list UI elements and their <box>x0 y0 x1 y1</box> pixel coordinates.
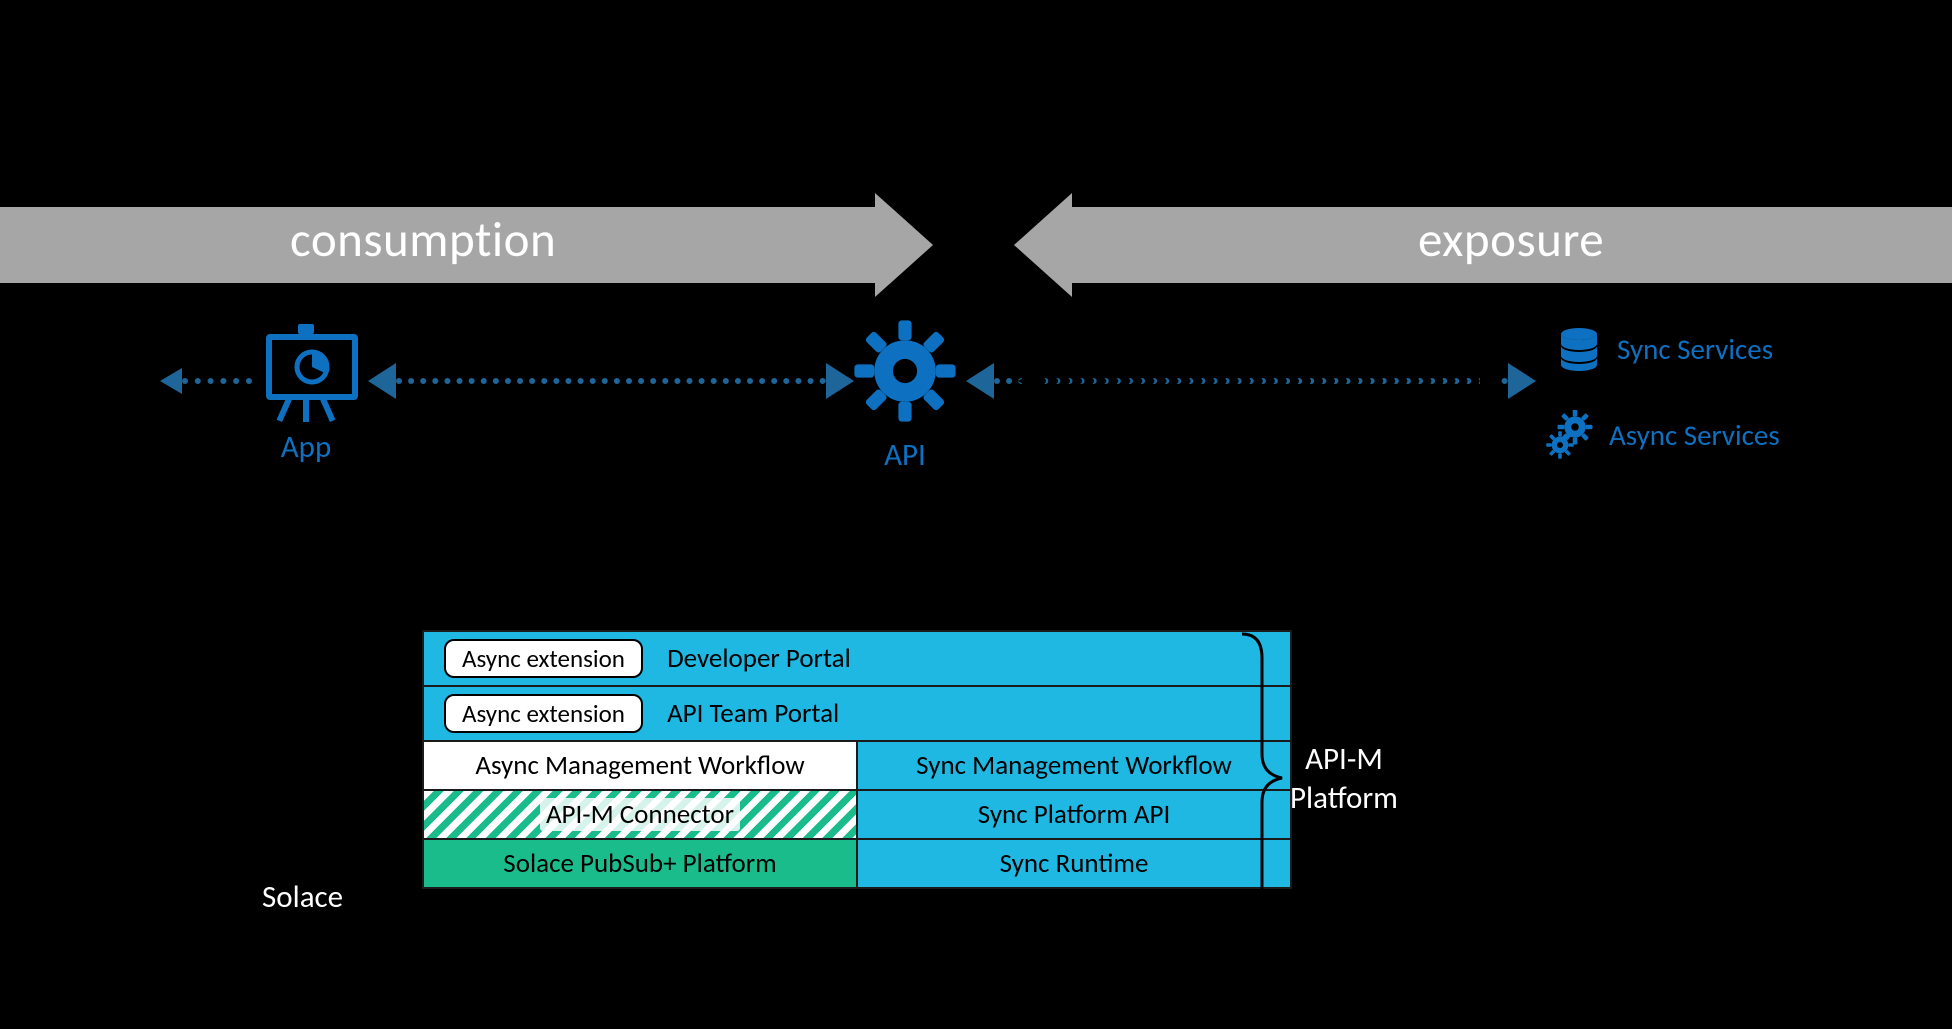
left-brace-icon <box>368 838 418 962</box>
arrow-app-left <box>368 363 396 399</box>
right-brace-icon <box>1236 630 1286 926</box>
gear-icon <box>850 316 960 426</box>
table-row: API-M Connector Sync Platform API <box>423 790 1291 839</box>
gears-icon <box>1545 410 1595 460</box>
exposure-label: exposure <box>1418 210 1604 270</box>
sync-runtime-cell: Sync Runtime <box>857 839 1291 888</box>
app-label: App <box>281 428 332 466</box>
solace-platform-cell: Solace PubSub+ Platform <box>423 839 857 888</box>
async-services-label: Async Services <box>1609 417 1780 453</box>
table-row: Async extension API Team Portal <box>423 686 1291 741</box>
sync-mgmt-workflow-cell: Sync Management Workflow <box>857 741 1291 790</box>
table-row: Solace PubSub+ Platform Sync Runtime <box>423 839 1291 888</box>
apim-platform-label: API-M Platform <box>1290 740 1398 818</box>
consumption-label: consumption <box>290 210 556 270</box>
connector-edge-app <box>182 378 252 384</box>
cylinder-icon <box>1555 325 1603 373</box>
api-node: API <box>850 316 960 474</box>
apim-connector-cell: API-M Connector <box>423 790 857 839</box>
table-row: Async Management Workflow Sync Managemen… <box>423 741 1291 790</box>
connector-app-api <box>396 378 826 384</box>
presentation-icon <box>260 326 352 418</box>
arrow-services-blue <box>1508 363 1536 399</box>
async-extension-pill: Async extension <box>444 639 643 678</box>
consumption-arrowhead <box>875 193 933 297</box>
app-node: App <box>260 326 352 466</box>
sync-platform-api-cell: Sync Platform API <box>857 790 1291 839</box>
architecture-table: Async extension Developer Portal Async e… <box>422 630 1292 889</box>
arrow-api-right <box>966 363 994 399</box>
exposure-arrowhead <box>1014 193 1072 297</box>
developer-portal-label: Developer Portal <box>667 642 917 675</box>
connector-api-services-black <box>1040 378 1480 384</box>
api-team-portal-label: API Team Portal <box>667 697 917 730</box>
async-services-node: Async Services <box>1545 410 1780 460</box>
arrow-left-edge <box>160 368 182 394</box>
solace-label: Solace <box>262 878 343 917</box>
async-extension-pill: Async extension <box>444 694 643 733</box>
arrow-services-black <box>1480 368 1502 394</box>
api-label: API <box>884 436 926 474</box>
sync-services-node: Sync Services <box>1555 325 1773 373</box>
table-row: Async extension Developer Portal <box>423 631 1291 686</box>
async-mgmt-workflow-cell: Async Management Workflow <box>423 741 857 790</box>
arrow-api-right-black <box>1018 368 1040 394</box>
sync-services-label: Sync Services <box>1617 331 1773 367</box>
